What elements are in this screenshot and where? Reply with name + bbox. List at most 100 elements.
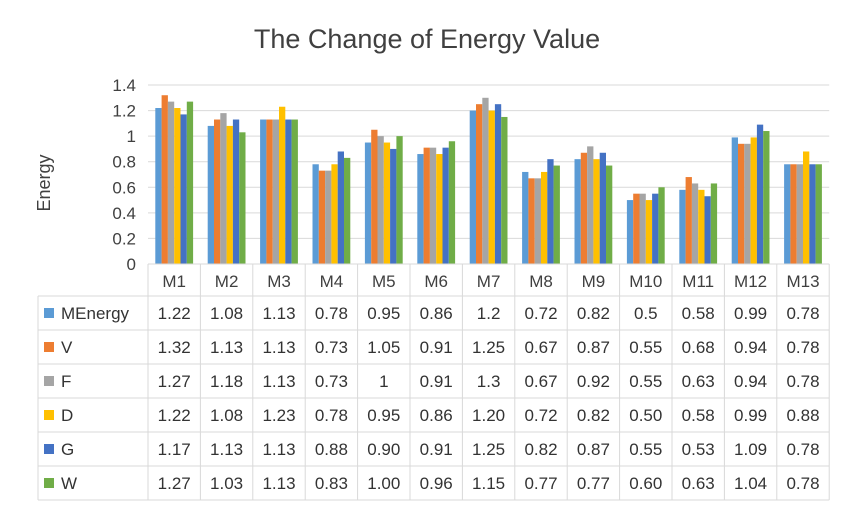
bar-menergy-m5 xyxy=(364,142,372,264)
bar-d-m4 xyxy=(331,164,338,264)
data-label: 1.13 xyxy=(210,338,243,357)
data-label: 1.09 xyxy=(734,440,767,459)
data-label: 1.13 xyxy=(210,440,243,459)
data-label: 0.67 xyxy=(524,372,557,391)
bar-menergy-m2 xyxy=(207,125,214,265)
data-label: 0.67 xyxy=(524,338,557,357)
data-label: 1.13 xyxy=(262,304,295,323)
bar-d-m9 xyxy=(593,159,600,264)
data-label: 0.78 xyxy=(315,304,348,323)
data-label: 0.95 xyxy=(367,304,400,323)
bar-f-m7 xyxy=(482,97,489,265)
data-label: 0.55 xyxy=(629,440,662,459)
bar-v-m12 xyxy=(738,143,745,264)
y-tick-label: 0.4 xyxy=(112,204,136,223)
data-label: 1.18 xyxy=(210,372,243,391)
bar-menergy-m1 xyxy=(155,108,162,264)
bar-menergy-m12 xyxy=(731,137,738,264)
category-label: M12 xyxy=(734,272,767,291)
bar-v-m9 xyxy=(580,152,588,264)
legend-key-g xyxy=(44,444,54,454)
bar-g-m1 xyxy=(180,114,187,265)
data-label: 1.27 xyxy=(158,372,191,391)
data-label: 1.22 xyxy=(158,304,191,323)
bar-v-m1 xyxy=(161,95,168,264)
data-label: 1.22 xyxy=(158,406,191,425)
legend-key-w xyxy=(44,478,54,488)
data-label: 1.23 xyxy=(262,406,295,425)
legend-entry: F xyxy=(61,372,71,391)
category-label: M1 xyxy=(162,272,186,291)
legend-entry: W xyxy=(61,474,77,493)
category-label: M10 xyxy=(629,272,662,291)
bar-f-m1 xyxy=(167,101,175,264)
bar-f-m12 xyxy=(744,143,751,264)
bar-g-m11 xyxy=(704,196,711,264)
data-label: 0.95 xyxy=(367,406,400,425)
bar-d-m3 xyxy=(279,106,286,264)
bar-menergy-m8 xyxy=(522,171,529,264)
bar-g-m6 xyxy=(442,147,449,264)
bar-w-m4 xyxy=(344,157,351,264)
data-label: 1 xyxy=(379,372,388,391)
y-tick-label: 0 xyxy=(127,255,136,274)
data-label: 0.63 xyxy=(682,372,715,391)
data-label: 0.73 xyxy=(315,372,348,391)
data-label: 0.58 xyxy=(682,304,715,323)
data-label: 1.08 xyxy=(210,406,243,425)
chart-title: The Change of Energy Value xyxy=(254,24,600,54)
bar-d-m11 xyxy=(698,189,705,264)
data-label: 0.91 xyxy=(420,372,453,391)
bar-d-m12 xyxy=(750,137,757,264)
data-label: 0.87 xyxy=(577,338,610,357)
bar-g-m10 xyxy=(652,193,659,264)
data-label: 1.20 xyxy=(472,406,505,425)
bar-w-m7 xyxy=(501,116,508,264)
bar-menergy-m10 xyxy=(626,200,634,264)
data-label: 0.50 xyxy=(629,406,662,425)
bar-menergy-m11 xyxy=(679,189,686,264)
bar-f-m10 xyxy=(639,193,646,264)
data-label: 1.32 xyxy=(158,338,191,357)
data-label: 0.78 xyxy=(315,406,348,425)
legend-key-d xyxy=(44,410,54,420)
data-label: 1.08 xyxy=(210,304,243,323)
y-tick-label: 0.6 xyxy=(112,178,136,197)
category-label: M5 xyxy=(372,272,396,291)
category-label: M7 xyxy=(477,272,501,291)
data-label: 0.5 xyxy=(634,304,658,323)
legend-entry: D xyxy=(61,406,73,425)
data-label: 1.13 xyxy=(262,440,295,459)
bar-v-m5 xyxy=(371,129,378,264)
bar-w-m5 xyxy=(396,136,403,264)
data-label: 1.13 xyxy=(262,338,295,357)
category-label: M3 xyxy=(267,272,291,291)
bars xyxy=(155,95,822,265)
bar-w-m11 xyxy=(710,183,718,264)
data-label: 0.87 xyxy=(577,440,610,459)
data-label: 0.88 xyxy=(315,440,348,459)
data-label: 0.86 xyxy=(420,304,453,323)
data-label: 1.05 xyxy=(367,338,400,357)
category-label: M2 xyxy=(215,272,239,291)
bar-w-m2 xyxy=(239,132,246,264)
data-label: 1.03 xyxy=(210,474,243,493)
bar-menergy-m9 xyxy=(574,159,581,264)
data-label: 0.78 xyxy=(786,474,819,493)
data-label: 0.73 xyxy=(315,338,348,357)
bar-v-m7 xyxy=(476,104,483,264)
category-label: M6 xyxy=(424,272,448,291)
y-tick-label: 1.2 xyxy=(112,102,136,121)
data-label: 0.88 xyxy=(786,406,819,425)
data-label: 0.78 xyxy=(786,304,819,323)
bar-g-m3 xyxy=(285,119,292,265)
bar-v-m13 xyxy=(790,164,797,264)
data-label: 0.94 xyxy=(734,372,767,391)
data-label: 0.99 xyxy=(734,304,767,323)
data-label: 1.13 xyxy=(262,474,295,493)
data-label: 0.83 xyxy=(315,474,348,493)
data-label: 1.04 xyxy=(734,474,767,493)
data-label: 0.55 xyxy=(629,338,662,357)
data-label: 0.60 xyxy=(629,474,662,493)
category-label: M4 xyxy=(320,272,344,291)
